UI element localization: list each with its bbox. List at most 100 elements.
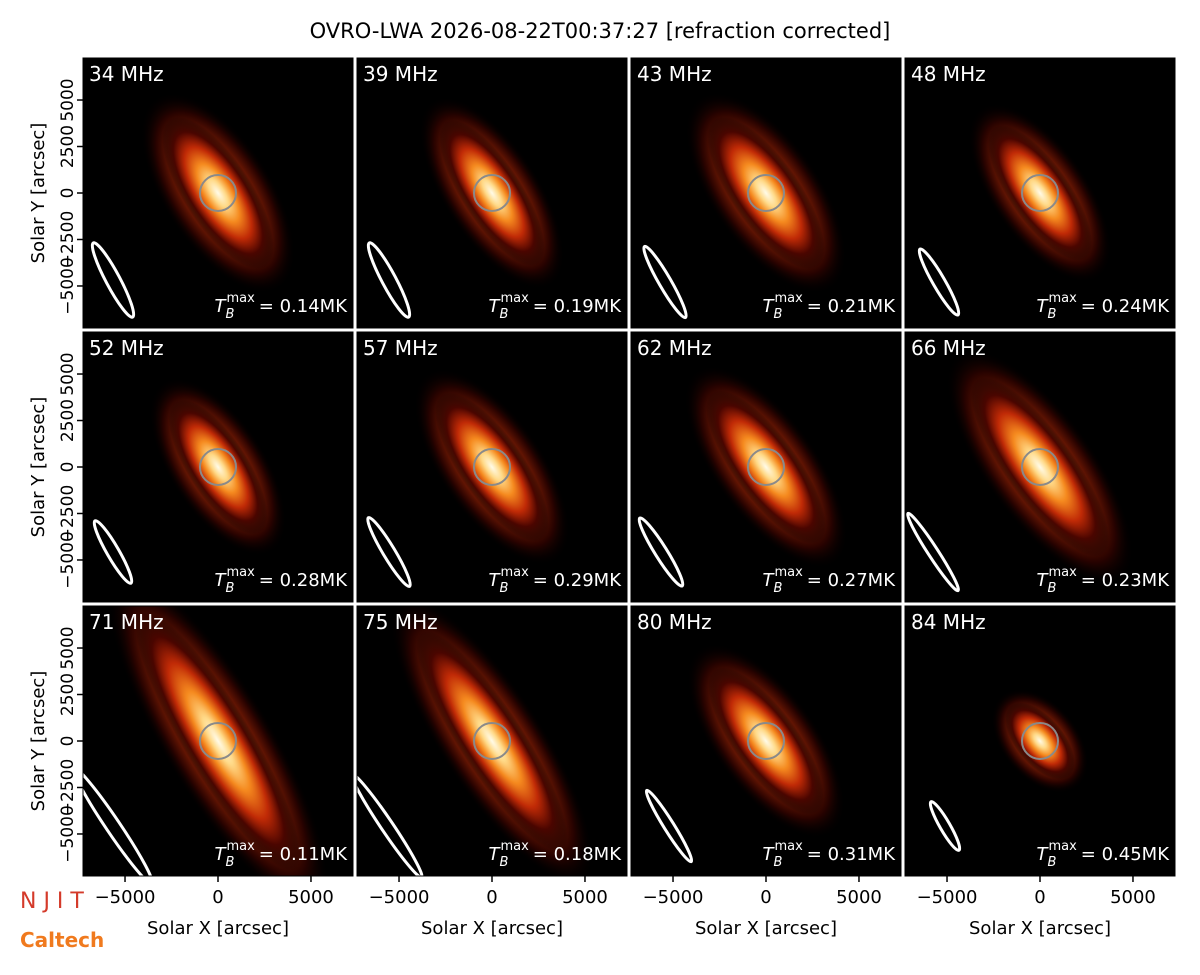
- y-tick-label: 2500: [58, 399, 78, 442]
- tb-symbol: T: [489, 296, 502, 317]
- frequency-label: 80 MHz: [637, 610, 712, 634]
- x-axis-label: Solar X [arcsec]: [421, 918, 563, 939]
- tb-symbol: T: [215, 296, 228, 317]
- tb-sub: B: [1048, 855, 1057, 870]
- solar-disk: [473, 722, 511, 760]
- beam: [357, 772, 424, 876]
- panel: [357, 58, 627, 328]
- tb-max-label: TBmax = 0.21MK: [763, 291, 897, 322]
- tb-text: = 0.24MK: [1081, 296, 1170, 317]
- y-tick-label: 5000: [58, 78, 78, 121]
- solar-disk: [199, 722, 237, 760]
- tb-text: = 0.14MK: [259, 296, 348, 317]
- solar-disk: [473, 174, 511, 212]
- panel: [83, 58, 353, 328]
- emission: [435, 392, 549, 542]
- tb-text: = 0.18MK: [533, 844, 622, 865]
- tb-sub: B: [774, 581, 783, 596]
- frequency-label: 34 MHz: [89, 62, 164, 86]
- tb-sup: max: [1048, 565, 1077, 580]
- y-axis-label: Solar Y [arcsec]: [28, 397, 49, 538]
- tb-symbol: T: [763, 844, 776, 865]
- panel-frame: [356, 57, 628, 329]
- beam: [366, 241, 412, 319]
- tb-sup: max: [1048, 291, 1077, 306]
- y-tick-label: 5000: [58, 352, 78, 395]
- emission: [168, 399, 268, 535]
- x-axis-label: Solar X [arcsec]: [969, 918, 1111, 939]
- logo-njit: N J I T: [20, 889, 84, 914]
- y-tick-label: 2500: [58, 125, 78, 168]
- logo-caltech: Caltech: [20, 928, 104, 952]
- tb-symbol: T: [763, 570, 776, 591]
- frequency-label: 48 MHz: [911, 62, 986, 86]
- solar-disk: [747, 448, 785, 486]
- tb-max-label: TBmax = 0.19MK: [489, 291, 623, 322]
- frequency-label: 84 MHz: [911, 610, 986, 634]
- panel: [631, 332, 901, 602]
- beam: [637, 516, 685, 588]
- tb-sup: max: [1048, 839, 1077, 854]
- y-tick-label: −5000: [58, 531, 78, 589]
- tb-sup: max: [774, 839, 803, 854]
- beam: [917, 247, 961, 317]
- tb-max-label: TBmax = 0.29MK: [489, 565, 623, 596]
- tb-max-label: TBmax = 0.28MK: [215, 565, 349, 596]
- solar-disk: [199, 174, 237, 212]
- y-tick-label: −2500: [58, 759, 78, 817]
- tb-text: = 0.21MK: [807, 296, 896, 317]
- tb-text: = 0.19MK: [533, 296, 622, 317]
- panel: [905, 332, 1175, 602]
- tb-symbol: T: [1037, 844, 1050, 865]
- tb-sub: B: [500, 307, 509, 322]
- panel: [631, 58, 901, 328]
- emission: [1005, 702, 1075, 780]
- y-tick-label: 0: [58, 188, 78, 199]
- y-axis-label: Solar Y [arcsec]: [28, 671, 49, 812]
- y-tick-label: 0: [58, 736, 78, 747]
- panel: [905, 58, 1175, 328]
- emission: [970, 377, 1110, 557]
- frequency-label: 71 MHz: [89, 610, 164, 634]
- tb-symbol: T: [763, 296, 776, 317]
- tb-sup: max: [774, 291, 803, 306]
- emission: [706, 390, 826, 544]
- tb-sup: max: [500, 565, 529, 580]
- frequency-label: 62 MHz: [637, 336, 712, 360]
- beam: [906, 511, 960, 593]
- emission: [987, 125, 1093, 261]
- beam: [83, 766, 155, 876]
- frequency-label: 57 MHz: [363, 336, 438, 360]
- beam: [644, 788, 694, 864]
- panel: [357, 606, 627, 876]
- tb-sub: B: [226, 855, 235, 870]
- x-tick-label: −5000: [643, 887, 704, 908]
- solar-disk: [1021, 722, 1059, 760]
- tb-max-label: TBmax = 0.11MK: [215, 839, 349, 870]
- tb-symbol: T: [1037, 296, 1050, 317]
- tb-sub: B: [1048, 581, 1057, 596]
- beam: [642, 244, 688, 320]
- y-tick-label: 5000: [58, 626, 78, 669]
- solar-disk: [473, 448, 511, 486]
- x-tick-label: 5000: [1110, 887, 1156, 908]
- tb-max-label: TBmax = 0.24MK: [1037, 291, 1171, 322]
- panel: [905, 606, 1175, 876]
- x-tick-label: −5000: [95, 887, 156, 908]
- tb-symbol: T: [1037, 570, 1050, 591]
- tb-max-label: TBmax = 0.45MK: [1037, 839, 1171, 870]
- frequency-label: 39 MHz: [363, 62, 438, 86]
- tb-sup: max: [774, 565, 803, 580]
- emission: [708, 667, 824, 815]
- tb-text: = 0.27MK: [807, 570, 896, 591]
- x-tick-label: 5000: [836, 887, 882, 908]
- y-tick-label: 0: [58, 462, 78, 473]
- tb-symbol: T: [215, 844, 228, 865]
- tb-symbol: T: [489, 844, 502, 865]
- frequency-label: 66 MHz: [911, 336, 986, 360]
- solar-disk: [199, 448, 237, 486]
- tb-text: = 0.11MK: [259, 844, 348, 865]
- tb-text: = 0.23MK: [1081, 570, 1170, 591]
- tb-sup: max: [226, 565, 255, 580]
